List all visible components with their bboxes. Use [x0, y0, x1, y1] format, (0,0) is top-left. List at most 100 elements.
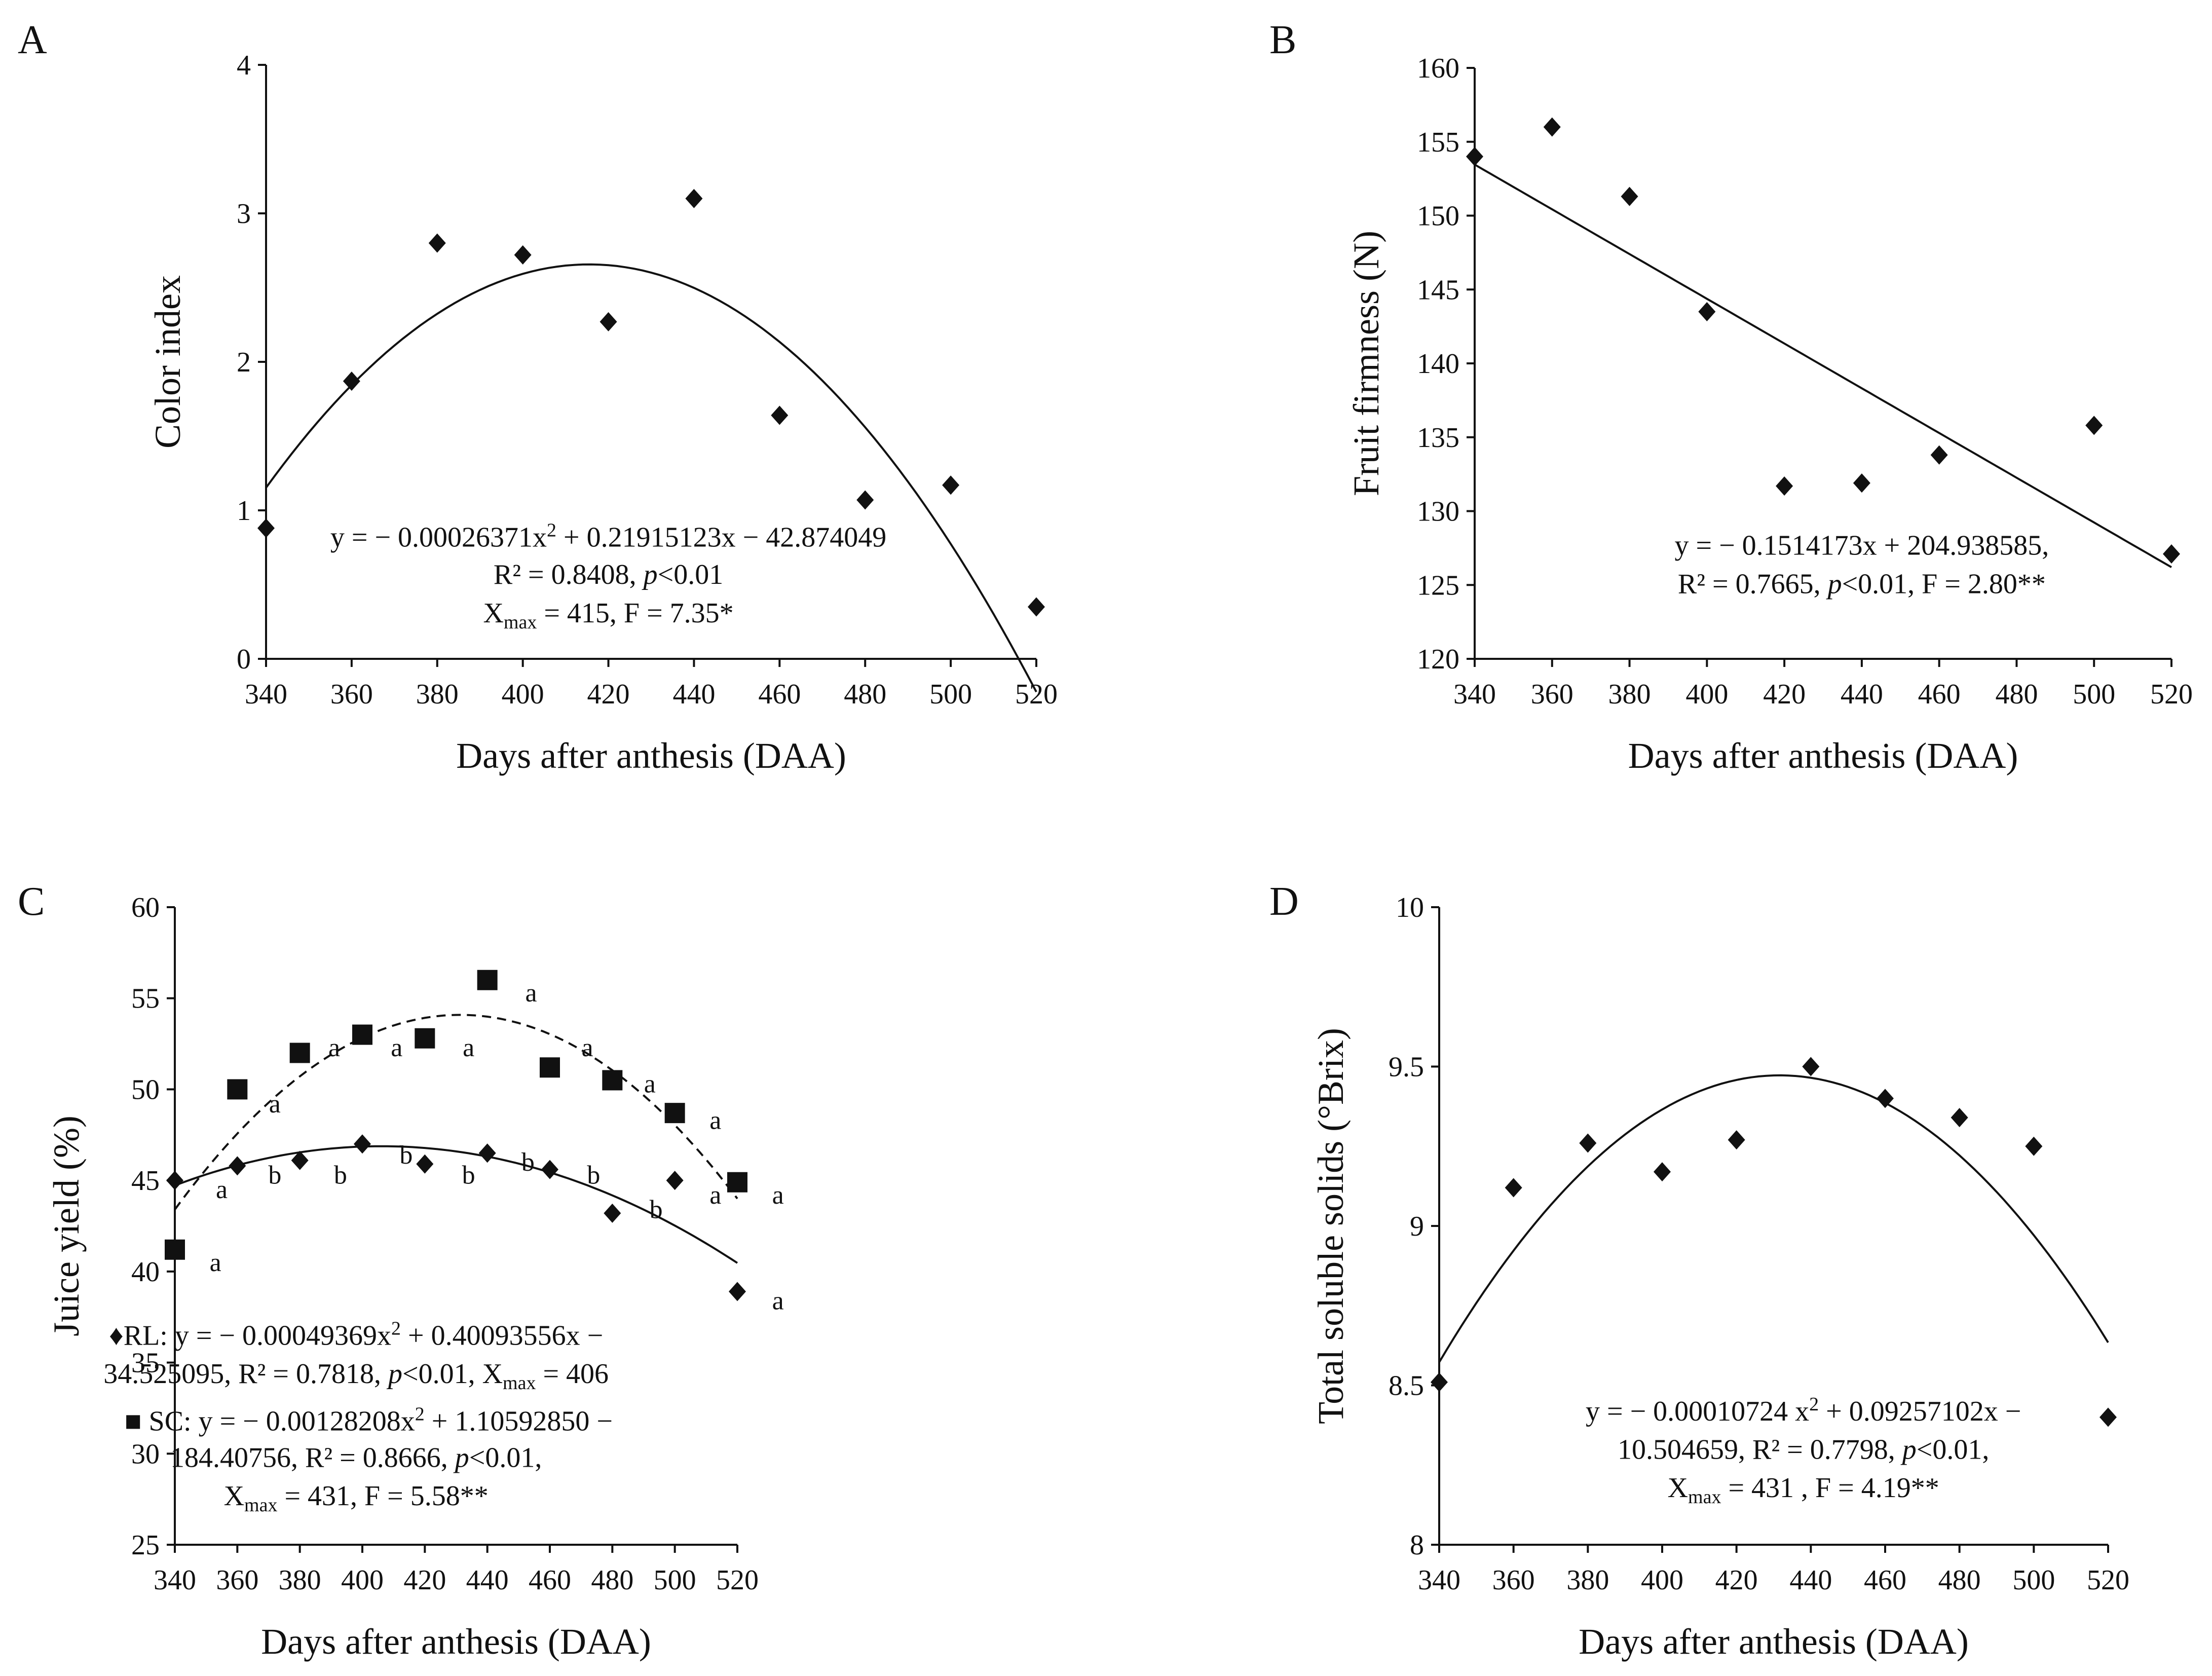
x-tick-label: 420	[1763, 679, 1806, 710]
y-axis-title: Total soluble solids (°Brix)	[1310, 1028, 1351, 1424]
data-point-square	[289, 1042, 310, 1063]
x-tick-label: 520	[2087, 1565, 2129, 1596]
data-point-square	[540, 1057, 560, 1078]
x-axis-title: Days after anthesis (DAA)	[456, 735, 846, 776]
significance-label: b	[268, 1161, 281, 1189]
x-tick-label: 380	[1566, 1565, 1609, 1596]
x-tick-label: 500	[2012, 1565, 2055, 1596]
x-tick-label: 340	[1418, 1565, 1460, 1596]
y-tick-label: 150	[1417, 201, 1459, 232]
panel-letter: D	[1269, 879, 1299, 924]
significance-label: a	[772, 1286, 784, 1315]
equation-text: y = − 0.00010724 x2 + 0.09257102x −	[1586, 1394, 2021, 1427]
data-point-diamond	[514, 245, 532, 265]
y-tick-label: 9.5	[1389, 1052, 1424, 1083]
y-tick-label: 140	[1417, 348, 1459, 380]
x-tick-label: 500	[654, 1565, 696, 1596]
data-point-diamond	[1621, 187, 1638, 206]
y-tick-label: 10	[1396, 892, 1424, 923]
significance-label: a	[581, 1033, 593, 1062]
trend-line-sc	[174, 1014, 738, 1210]
data-point-diamond	[166, 1171, 183, 1190]
significance-label: a	[709, 1106, 721, 1135]
x-axis-title: Days after anthesis (DAA)	[1579, 1621, 1969, 1662]
x-tick-label: 460	[529, 1565, 571, 1596]
data-point-diamond	[771, 405, 789, 425]
x-tick-label: 420	[403, 1565, 446, 1596]
panel-b: B 120 125 130 135 140 145 150 155 160 340 360 380 40…	[1269, 18, 2193, 776]
panel-letter: A	[18, 18, 47, 62]
data-point-diamond	[343, 371, 360, 391]
significance-label: a	[391, 1033, 402, 1062]
data-point-square	[227, 1079, 248, 1100]
equation-text: y = − 0.1514173x + 204.938585,	[1675, 530, 2049, 562]
x-tick-label: 380	[416, 679, 459, 710]
data-point-square	[602, 1070, 623, 1091]
trend-line-color-index	[265, 263, 1037, 693]
x-tick-label: 360	[330, 679, 373, 710]
significance-label: a	[525, 979, 537, 1008]
significance-label: b	[334, 1161, 347, 1189]
data-point-diamond	[428, 233, 446, 253]
x-tick-label: 360	[216, 1565, 258, 1596]
equation-text: 34.525095, R² = 0.7818, p<0.01, Xmax = 4…	[103, 1358, 609, 1394]
x-tick-label: 340	[1453, 679, 1496, 710]
panel-letter: C	[18, 879, 45, 924]
data-point-diamond	[257, 518, 275, 538]
data-point-diamond	[729, 1282, 746, 1301]
x-tick-label: 380	[279, 1565, 321, 1596]
y-tick-label: 9	[1410, 1211, 1424, 1242]
x-tick-label: 400	[502, 679, 544, 710]
significance-label: a	[216, 1175, 228, 1204]
significance-label: a	[269, 1090, 281, 1119]
data-point-diamond	[685, 189, 703, 208]
x-tick-label: 420	[587, 679, 630, 710]
data-point-diamond	[354, 1134, 371, 1154]
data-point-diamond	[416, 1154, 434, 1174]
data-point-square	[415, 1028, 435, 1049]
y-axis-title: Fruit firmness (N)	[1346, 231, 1386, 496]
data-point-diamond	[291, 1150, 309, 1170]
panel-d: D 8 8.5 9 9.5 10 340 360 380 400 420 440 460 480 500 5…	[1269, 879, 2129, 1662]
significance-label: b	[521, 1148, 535, 1177]
equation-text: 10.504659, R² = 0.7798, p<0.01,	[1618, 1434, 1989, 1465]
x-tick-label: 520	[2150, 679, 2193, 710]
data-point-diamond	[599, 312, 617, 331]
x-tick-label: 400	[1685, 679, 1728, 710]
y-tick-label: 60	[131, 892, 160, 923]
data-point-square	[664, 1103, 685, 1124]
x-tick-label: 480	[1995, 679, 2038, 710]
y-tick-label: 25	[131, 1530, 160, 1561]
x-tick-label: 420	[1715, 1565, 1758, 1596]
x-tick-label: 440	[466, 1565, 509, 1596]
panel-letter: B	[1269, 18, 1296, 62]
y-tick-label: 40	[131, 1256, 160, 1288]
data-point-diamond	[478, 1143, 496, 1163]
y-tick-label: 155	[1417, 127, 1459, 158]
y-tick-label: 55	[131, 983, 160, 1015]
significance-label: a	[644, 1070, 656, 1099]
data-point-diamond	[1431, 1372, 1448, 1392]
y-tick-label: 8	[1410, 1530, 1424, 1561]
equation-text: Xmax = 415, F = 7.35*	[483, 598, 733, 633]
data-point-diamond	[1543, 117, 1561, 137]
significance-label: b	[587, 1161, 600, 1189]
y-tick-label: 125	[1417, 570, 1459, 601]
significance-label: a	[709, 1181, 721, 1210]
equation-text: R² = 0.7665, p<0.01, F = 2.80**	[1678, 568, 2046, 600]
y-tick-label: 35	[131, 1348, 160, 1379]
data-point-diamond	[1505, 1178, 1522, 1198]
data-point-square	[352, 1024, 372, 1045]
y-tick-label: 8.5	[1389, 1370, 1424, 1402]
data-point-diamond	[541, 1160, 558, 1179]
x-tick-label: 480	[1938, 1565, 1981, 1596]
y-tick-label: 4	[237, 50, 251, 81]
data-point-diamond	[2085, 416, 2103, 435]
data-point-diamond	[1698, 302, 1716, 321]
x-tick-label: 360	[1492, 1565, 1535, 1596]
y-tick-label: 130	[1417, 496, 1459, 528]
y-tick-label: 160	[1417, 53, 1459, 84]
equation-text: 184.40756, R² = 0.8666, p<0.01,	[170, 1442, 542, 1473]
y-tick-label: 135	[1417, 422, 1459, 454]
panel-c: C 25 30 35 40 45 50 55 60 340 360 380 400 420 440 460 4…	[18, 879, 784, 1662]
